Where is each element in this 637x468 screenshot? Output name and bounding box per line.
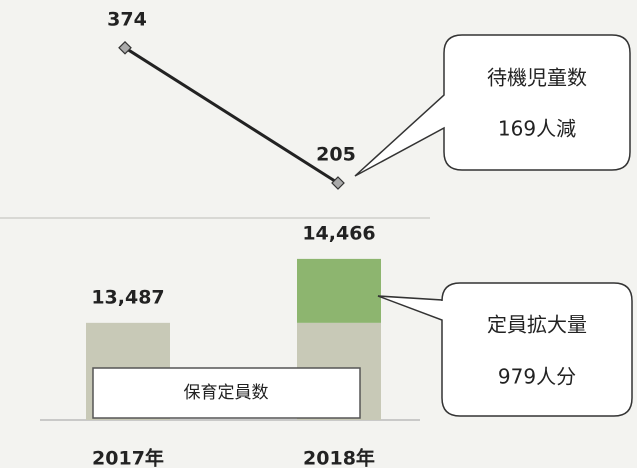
x-tick-label: 2018年 — [303, 447, 375, 468]
legend-label: 保育定員数 — [184, 383, 269, 403]
bar-label: 13,487 — [91, 286, 164, 308]
callout-text: 169人減 — [498, 117, 576, 141]
legend-box — [92, 367, 361, 419]
data-label: 205 — [316, 144, 356, 166]
bar-label: 14,466 — [302, 222, 375, 244]
data-label: 374 — [107, 8, 147, 30]
callout — [354, 34, 631, 177]
callout-title: 定員拡大量 — [487, 313, 587, 337]
marker — [118, 40, 132, 55]
callout-text: 979人分 — [498, 365, 576, 389]
marker — [331, 176, 345, 190]
callout — [377, 282, 633, 417]
callout-title: 待機児童数 — [487, 66, 587, 90]
bar — [297, 258, 381, 323]
line — [124, 46, 339, 185]
x-tick-label: 2017年 — [92, 447, 164, 468]
